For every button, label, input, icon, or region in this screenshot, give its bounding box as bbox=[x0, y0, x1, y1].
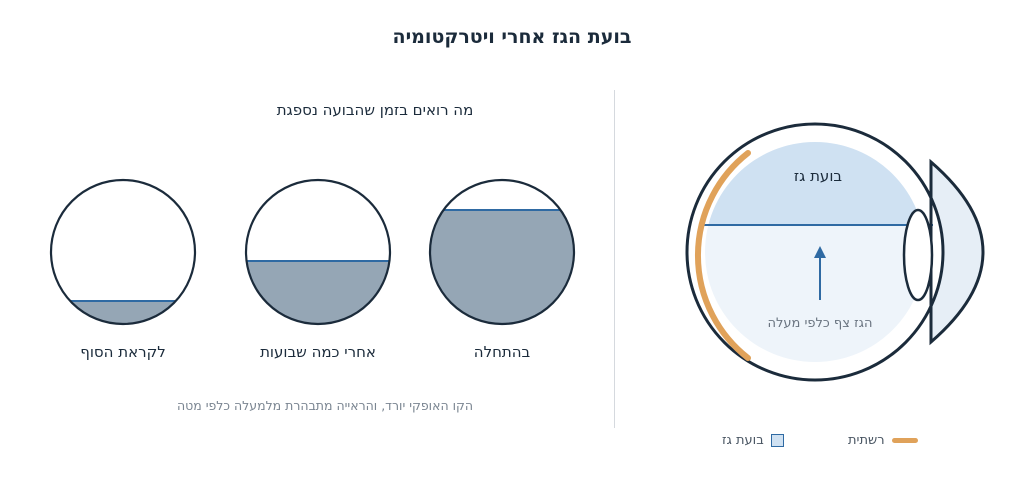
legend-gas-bubble: בועת גז bbox=[722, 433, 784, 448]
stages-graphic bbox=[49, 178, 576, 326]
panel-divider bbox=[614, 90, 615, 428]
stages-caption: הקו האופקי יורד, והראייה מתבהרת מלמעלה כ… bbox=[176, 398, 474, 413]
eye-diagram: בועת גז הגז צף כלפי מעלה bbox=[685, 122, 985, 382]
stage-3-label: לקראת הסוף bbox=[80, 343, 166, 361]
legend-retina-label: רשתית bbox=[848, 433, 885, 448]
retina-swatch bbox=[891, 438, 918, 443]
stage-2-view bbox=[244, 178, 392, 326]
legend-gas-bubble-label: בועת גז bbox=[722, 433, 764, 448]
stage-1-label: בהתחלה bbox=[473, 343, 531, 361]
cornea bbox=[929, 158, 985, 346]
stage-3-fluid bbox=[51, 301, 195, 324]
retina-arc bbox=[695, 150, 751, 361]
stage-1-view bbox=[428, 178, 576, 326]
gas-bubble-label: בועת גז bbox=[794, 167, 842, 185]
stage-3-view bbox=[49, 178, 197, 326]
stage-2-label: אחרי כמה שבועות bbox=[260, 343, 376, 361]
legend-retina: רשתית bbox=[848, 433, 918, 448]
float-label: הגז צף כלפי מעלה bbox=[768, 316, 873, 331]
stages-subtitle: מה רואים בזמן שהבועה נספגת bbox=[276, 101, 474, 119]
float-arrow-head bbox=[814, 246, 826, 258]
stage-1-fluid bbox=[430, 210, 574, 324]
gas-bubble-swatch bbox=[770, 434, 784, 447]
lens bbox=[902, 208, 934, 302]
diagram-title: בועת הגז אחרי ויטרקטומיה bbox=[392, 26, 632, 48]
